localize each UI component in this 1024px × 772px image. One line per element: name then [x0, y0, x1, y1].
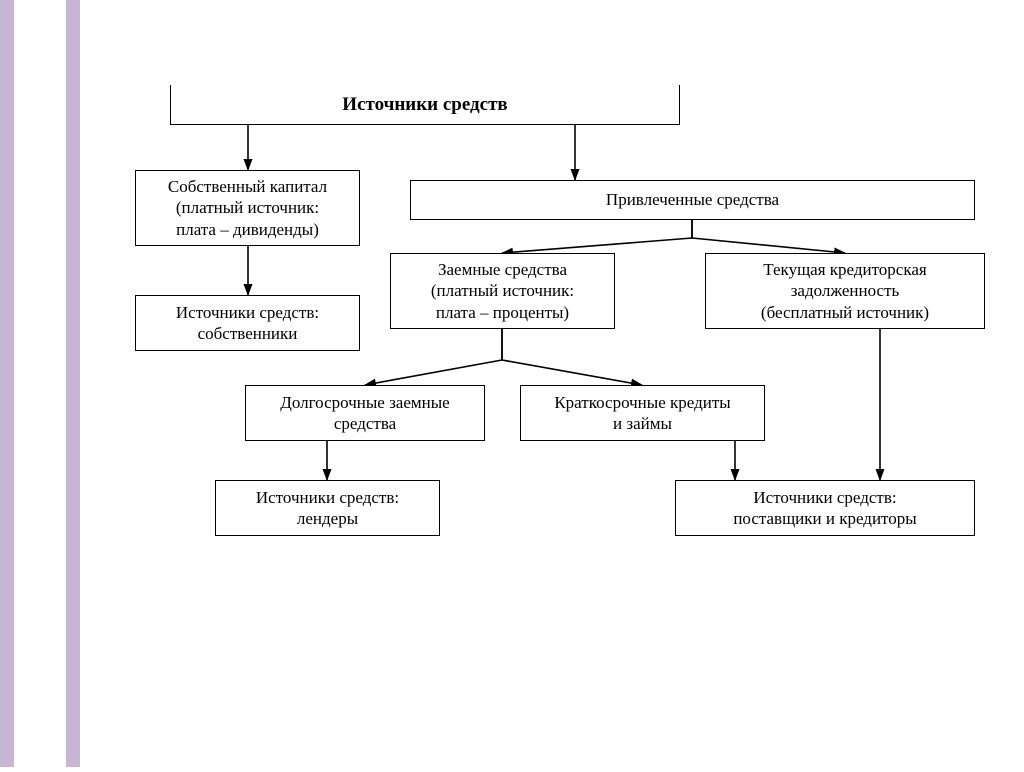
node-label: Источники средств: лендеры	[256, 487, 399, 530]
node-label: Собственный капитал (платный источник: п…	[168, 176, 327, 240]
node-label: Заемные средства (платный источник: плат…	[431, 259, 574, 323]
node-payables: Текущая кредиторская задолженность (бесп…	[705, 253, 985, 329]
sidebar-pattern	[0, 0, 80, 767]
node-lenders: Источники средств: лендеры	[215, 480, 440, 536]
node-label: Текущая кредиторская задолженность (бесп…	[761, 259, 929, 323]
node-label: Источники средств	[342, 93, 507, 117]
node-own_cap: Собственный капитал (платный источник: п…	[135, 170, 360, 246]
node-label: Источники средств: собственники	[176, 302, 319, 345]
node-borrowed: Заемные средства (платный источник: плат…	[390, 253, 615, 329]
node-label: Привлеченные средства	[606, 189, 779, 210]
decorative-sidebar	[0, 0, 80, 767]
flowchart-diagram: Источники средств Собственный капитал (пл…	[80, 0, 1024, 767]
node-suppliers: Источники средств: поставщики и кредитор…	[675, 480, 975, 536]
node-label: Источники средств: поставщики и кредитор…	[733, 487, 916, 530]
node-attracted: Привлеченные средства	[410, 180, 975, 220]
node-own_src: Источники средств: собственники	[135, 295, 360, 351]
node-label: Долгосрочные заемные средства	[280, 392, 449, 435]
node-longterm: Долгосрочные заемные средства	[245, 385, 485, 441]
node-label: Краткосрочные кредиты и займы	[554, 392, 730, 435]
node-root: Источники средств	[170, 85, 680, 125]
node-shortterm: Краткосрочные кредиты и займы	[520, 385, 765, 441]
